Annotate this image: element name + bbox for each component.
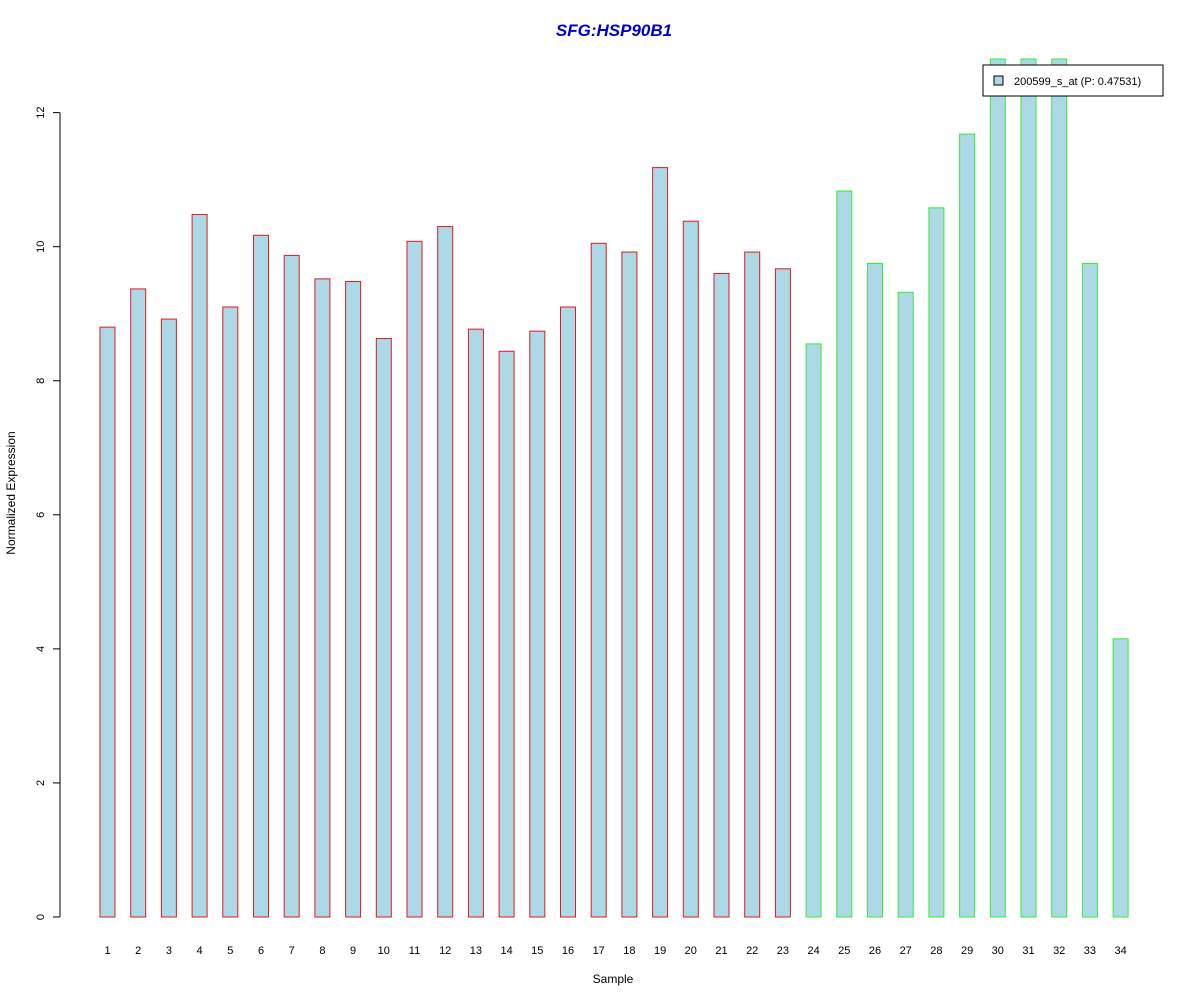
x-tick-label: 31	[1022, 945, 1034, 957]
bar-sample-2	[130, 288, 147, 918]
x-tick-label: 14	[500, 945, 512, 957]
x-tick-label: 13	[470, 945, 482, 957]
x-tick-label: 2	[135, 945, 141, 957]
x-tick-label: 27	[900, 945, 912, 957]
bar-sample-32	[1051, 58, 1068, 918]
bar-sample-10	[375, 338, 392, 918]
bar-sample-26	[867, 262, 883, 918]
legend-label: 200599_s_at (P: 0.47531)	[1014, 76, 1141, 88]
x-tick-label: 24	[807, 945, 819, 957]
x-tick-labels: 1 2 3 4 5 6 7 8 9 10 11 12 13 14 15 16 17 18 19 20 21 22 23 24 2…	[104, 945, 1126, 957]
bar-sample-25	[836, 190, 853, 918]
bar-sample-30	[989, 58, 1006, 918]
x-axis-label: Sample	[593, 972, 634, 986]
y-tick-label: 12	[35, 107, 47, 119]
x-tick-label: 4	[197, 945, 203, 957]
x-tick-label: 22	[746, 945, 758, 957]
x-tick-label: 26	[869, 945, 881, 957]
x-tick-label: 29	[961, 945, 973, 957]
legend: 200599_s_at (P: 0.47531)	[982, 64, 1164, 97]
x-tick-label: 20	[685, 945, 697, 957]
y-tick-label: 8	[35, 378, 47, 384]
x-tick-label: 28	[930, 945, 942, 957]
bar-sample-9	[345, 281, 362, 918]
x-tick-label: 23	[777, 945, 789, 957]
x-tick-label: 10	[378, 945, 390, 957]
x-tick-label: 25	[838, 945, 850, 957]
bar-sample-34	[1112, 638, 1129, 918]
x-tick-label: 32	[1053, 945, 1065, 957]
bar-sample-11	[406, 240, 423, 918]
bar-sample-19	[652, 167, 669, 918]
bar-sample-4	[191, 214, 208, 918]
bar-sample-8	[314, 278, 331, 918]
bar-sample-18	[621, 251, 638, 918]
bar-sample-24	[805, 343, 822, 918]
bar-sample-1	[99, 326, 116, 918]
y-tick-label: 4	[35, 646, 47, 652]
bar-sample-16	[560, 306, 576, 918]
y-tick-label: 2	[35, 780, 47, 786]
bar-sample-29	[959, 133, 976, 918]
bar-sample-3	[160, 318, 177, 918]
x-tick-label: 5	[227, 945, 233, 957]
chart-title: SFG:HSP90B1	[556, 21, 672, 40]
bar-sample-31	[1020, 58, 1037, 918]
bar-sample-15	[529, 330, 546, 918]
y-tick-label: 0	[35, 914, 47, 920]
x-tick-label: 17	[593, 945, 605, 957]
bar-sample-7	[283, 254, 300, 918]
x-tick-label: 3	[166, 945, 172, 957]
x-tick-label: 33	[1084, 945, 1096, 957]
bar-sample-13	[467, 328, 484, 918]
bar-sample-14	[498, 350, 515, 918]
x-tick-label: 6	[258, 945, 264, 957]
x-tick-label: 8	[319, 945, 325, 957]
y-tick-label: 10	[35, 241, 47, 253]
y-axis: 0 2 4 6 8 10 12	[35, 107, 61, 920]
x-tick-label: 30	[992, 945, 1004, 957]
x-tick-label: 12	[439, 945, 451, 957]
y-tick-label: 6	[35, 512, 47, 518]
x-tick-label: 16	[562, 945, 574, 957]
x-tick-label: 18	[623, 945, 635, 957]
bar-sample-23	[774, 268, 791, 918]
y-axis-label: Normalized Expression	[4, 431, 18, 554]
x-tick-label: 1	[104, 945, 110, 957]
bar-sample-21	[713, 273, 730, 918]
x-tick-label: 21	[715, 945, 727, 957]
bar-sample-27	[897, 291, 914, 918]
bar-sample-6	[253, 234, 269, 918]
bar-sample-33	[1081, 262, 1098, 918]
bar-sample-20	[682, 220, 699, 918]
x-tick-label: 19	[654, 945, 666, 957]
bars-group	[99, 58, 1129, 918]
legend-swatch	[993, 75, 1004, 86]
x-tick-label: 11	[409, 945, 420, 957]
bar-sample-22	[744, 251, 761, 918]
bar-sample-17	[590, 242, 607, 918]
bar-sample-12	[437, 226, 454, 918]
x-tick-label: 9	[350, 945, 356, 957]
legend-box	[982, 64, 1164, 97]
x-tick-label: 7	[289, 945, 295, 957]
x-tick-label: 15	[531, 945, 543, 957]
x-tick-label: 34	[1114, 945, 1126, 957]
bar-sample-28	[928, 207, 945, 918]
bar-sample-5	[222, 306, 239, 918]
